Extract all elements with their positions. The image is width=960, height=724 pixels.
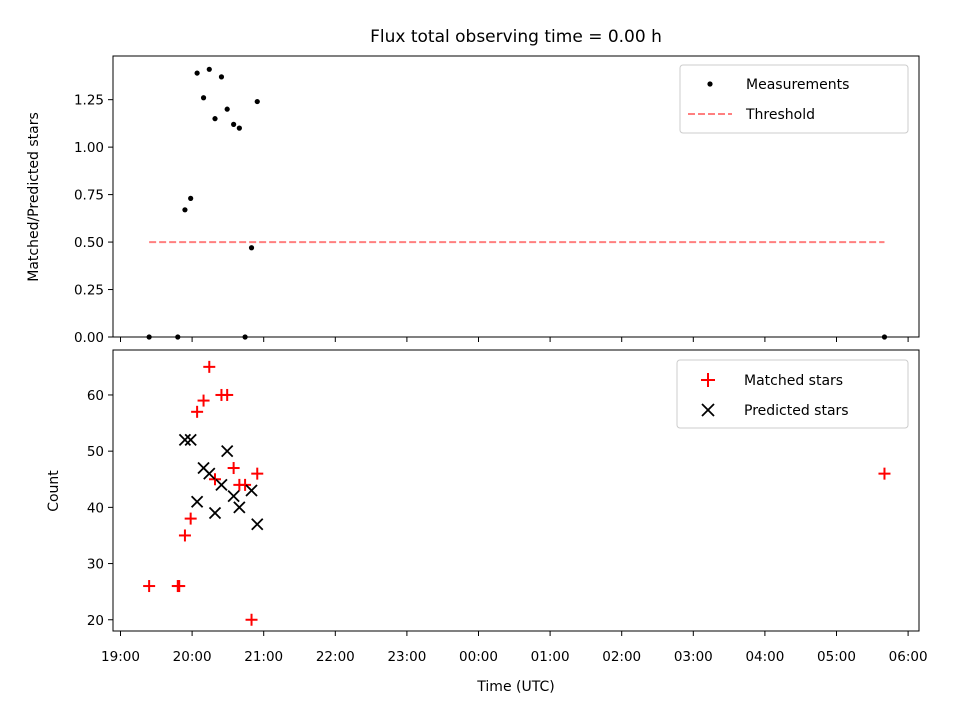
legend-predicted-label: Predicted stars xyxy=(744,403,849,419)
bottom-x-ticks: 19:00 20:00 21:00 22:00 23:00 00:00 01:00 02:00… xyxy=(101,631,928,665)
matched-stars-point xyxy=(191,405,204,418)
matched-stars-point xyxy=(143,580,156,593)
matched-stars-point xyxy=(197,394,210,407)
matched-stars-point xyxy=(227,462,240,475)
x-tick-label: 02:00 xyxy=(602,649,641,665)
y-tick-label: 0.00 xyxy=(74,330,104,346)
predicted-stars-point xyxy=(215,478,228,492)
x-tick-label: 20:00 xyxy=(173,649,212,665)
top-legend-box xyxy=(679,64,909,134)
chart-title: Flux total observing time = 0.00 h xyxy=(370,27,662,47)
measurements-point xyxy=(242,334,248,340)
measurements-point xyxy=(236,125,242,131)
y-tick-label: 30 xyxy=(87,557,104,573)
legend-predicted-marker xyxy=(701,403,715,417)
matched-stars-point xyxy=(239,478,252,491)
top-panel-frame xyxy=(112,55,920,338)
predicted-stars-point xyxy=(233,501,246,514)
x-tick-label: 06:00 xyxy=(889,649,928,665)
y-tick-label: 60 xyxy=(87,388,104,404)
top-x-ticks xyxy=(120,337,909,342)
x-tick-label: 03:00 xyxy=(674,649,713,665)
bottom-y-ticks: 20 30 40 50 60 xyxy=(87,388,113,629)
matched-stars-point xyxy=(878,467,891,480)
measurements-point xyxy=(212,116,218,122)
top-plot-area xyxy=(146,66,888,340)
bottom-legend-box xyxy=(676,359,909,429)
bottom-plot-area xyxy=(143,360,891,626)
measurements-point xyxy=(182,207,188,213)
y-tick-label: 40 xyxy=(87,500,104,516)
measurements-point xyxy=(254,98,260,105)
measurements-point xyxy=(206,66,212,72)
matched-stars-point xyxy=(209,473,222,486)
x-tick-label: 01:00 xyxy=(531,649,570,665)
top-y-ticks: 0.00 0.25 0.50 0.75 1.00 1.25 xyxy=(74,93,113,346)
x-tick-label: 22:00 xyxy=(316,649,355,665)
matched-stars-point xyxy=(245,613,258,626)
x-tick-label: 21:00 xyxy=(244,649,283,665)
measurements-point xyxy=(248,245,255,251)
legend-threshold-label: Threshold xyxy=(745,107,815,123)
y-tick-label: 1.00 xyxy=(74,140,104,156)
bottom-panel-frame xyxy=(112,349,920,632)
measurements-point xyxy=(146,334,152,340)
x-tick-label: 00:00 xyxy=(459,649,498,665)
predicted-stars-point xyxy=(203,467,216,480)
top-panel: 0.00 0.25 0.50 0.75 1.00 1.25 Matched/Predict… xyxy=(26,55,920,346)
matched-stars-point xyxy=(221,388,234,401)
measurements-point xyxy=(188,195,194,201)
x-tick-label: 23:00 xyxy=(387,649,426,665)
x-tick-label: 19:00 xyxy=(101,649,140,665)
y-tick-label: 0.25 xyxy=(74,283,104,299)
top-legend: Measurements Threshold xyxy=(679,64,909,134)
x-tick-label: 05:00 xyxy=(817,649,856,665)
legend-measurements-label: Measurements xyxy=(746,77,849,93)
measurements-point xyxy=(218,74,225,80)
predicted-stars-point xyxy=(190,495,204,508)
predicted-stars-point xyxy=(251,518,264,531)
y-tick-label: 0.75 xyxy=(74,188,104,204)
measurements-point xyxy=(175,334,181,340)
matched-stars-point xyxy=(173,580,186,593)
predicted-stars-point xyxy=(184,433,197,447)
y-tick-label: 20 xyxy=(87,613,104,629)
measurements-point xyxy=(200,95,207,101)
matched-stars-point xyxy=(203,360,216,373)
x-tick-label: 04:00 xyxy=(745,649,784,665)
predicted-stars-point xyxy=(221,445,234,458)
predicted-stars-point xyxy=(245,484,258,497)
matched-stars-point xyxy=(251,467,264,480)
predicted-stars-point xyxy=(208,506,222,520)
measurements-point xyxy=(881,334,888,340)
matched-stars-point xyxy=(184,512,197,525)
predicted-stars-point xyxy=(178,433,192,447)
y-tick-label: 0.50 xyxy=(74,235,104,251)
bottom-legend: Matched stars Predicted stars xyxy=(676,359,909,429)
legend-matched-marker xyxy=(701,373,715,387)
y-tick-label: 50 xyxy=(87,444,104,460)
measurements-point xyxy=(194,70,200,76)
measurements-point xyxy=(224,106,230,112)
predicted-stars-point xyxy=(227,489,240,503)
legend-matched-label: Matched stars xyxy=(744,373,843,389)
bottom-y-axis-label: Count xyxy=(46,470,62,512)
measurements-point xyxy=(231,121,237,127)
bottom-panel: 20 30 40 50 60 19:00 20:00 21:00 22:00 23:00 00:0… xyxy=(46,349,928,665)
legend-measurements-marker xyxy=(707,81,713,87)
top-y-axis-label: Matched/Predicted stars xyxy=(26,112,42,282)
matched-stars-point xyxy=(178,529,191,542)
x-axis-label: Time (UTC) xyxy=(476,679,554,695)
y-tick-label: 1.25 xyxy=(74,93,104,109)
